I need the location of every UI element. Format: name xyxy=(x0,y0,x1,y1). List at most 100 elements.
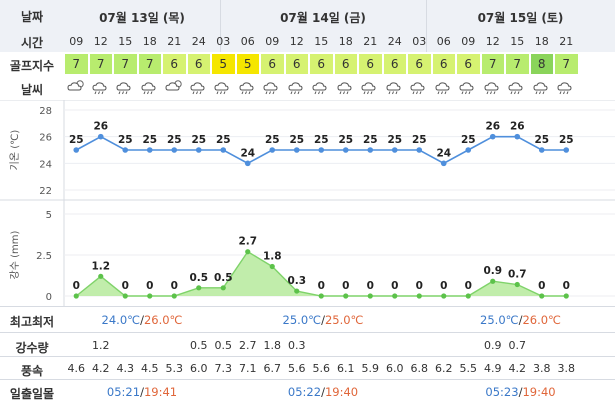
temp-value-label: 25 xyxy=(118,134,133,146)
time-cell: 24 xyxy=(387,35,402,48)
wind-cell: 3.8 xyxy=(557,362,576,375)
temp-point xyxy=(342,147,349,153)
wind-cell: 7.3 xyxy=(214,362,233,375)
temp-point xyxy=(563,147,570,153)
time-cell: 09 xyxy=(461,35,476,48)
rain-cloud-icon xyxy=(358,79,383,98)
temp-value-label: 25 xyxy=(314,134,329,146)
rain-cloud-icon xyxy=(481,79,506,98)
temp-point xyxy=(440,160,447,167)
golf-index-cell: 7 xyxy=(65,54,88,74)
sun-separator: / xyxy=(321,385,325,399)
temp-value-label: 25 xyxy=(534,134,549,146)
min-max-cell: 24.0℃/26.0℃ xyxy=(64,313,220,327)
sunrise-sunset-cell: 05:23/19:40 xyxy=(426,385,615,399)
min-max-separator: / xyxy=(321,313,325,327)
temp-point xyxy=(489,133,496,140)
wind-cell: 6.8 xyxy=(410,362,429,375)
golf-index-cell: 5 xyxy=(212,54,235,74)
date-row xyxy=(0,0,615,30)
precip-amount-cell: 0.7 xyxy=(508,339,527,352)
precip-point xyxy=(367,293,373,299)
precip-point xyxy=(196,285,202,291)
temp-point xyxy=(367,147,374,153)
precip-axis-title: 강수 (mm) xyxy=(9,230,21,279)
time-cell: 24 xyxy=(191,35,206,48)
precip-point xyxy=(122,293,128,299)
time-cell: 09 xyxy=(265,35,280,48)
golf-index-cell: 6 xyxy=(163,54,186,74)
temp-point xyxy=(97,133,104,140)
temp-value-label: 25 xyxy=(69,134,84,146)
max-temp: 26.0℃ xyxy=(522,313,561,327)
wind-cell: 5.6 xyxy=(312,362,331,375)
golf-index-cell: 8 xyxy=(530,54,553,74)
rain-cloud-icon xyxy=(554,79,579,98)
rain-cloud-icon xyxy=(334,79,359,98)
temp-value-label: 24 xyxy=(436,147,451,159)
weather-label: 날씨 xyxy=(20,83,44,97)
temp-point xyxy=(195,147,202,153)
rain-cloud-icon xyxy=(113,79,138,98)
sunrise-sunset-cell: 05:21/19:41 xyxy=(64,385,220,399)
sunset-time: 19:40 xyxy=(324,385,359,399)
precip-amount-label: 강수량 xyxy=(15,341,49,355)
min-max-separator: / xyxy=(518,313,523,327)
golf-index-label: 골프지수 xyxy=(9,59,55,73)
temp-point xyxy=(465,147,472,153)
wind-cell: 3.8 xyxy=(533,362,551,375)
precip-point xyxy=(441,293,447,299)
wind-cell: 6.1 xyxy=(337,362,355,375)
precip-amount-cell: 0.5 xyxy=(214,339,233,352)
precip-point xyxy=(269,263,275,270)
rain-cloud-icon xyxy=(383,79,408,98)
rain-cloud-icon xyxy=(432,79,457,98)
precip-value-label: 0 xyxy=(171,280,178,292)
temp-point xyxy=(122,147,129,153)
wind-cell: 6.2 xyxy=(435,362,453,375)
sunrise-sunset-label: 일출일몰 xyxy=(9,387,55,401)
time-cell: 03 xyxy=(412,35,427,48)
rain-cloud-icon xyxy=(236,79,261,98)
rain-cloud-icon xyxy=(407,79,432,98)
sun-separator: / xyxy=(518,385,523,399)
precip-point xyxy=(392,293,398,299)
sunrise-time: 05:22 xyxy=(287,385,322,399)
temp-value-label: 25 xyxy=(338,134,353,146)
temp-value-label: 26 xyxy=(485,121,500,133)
golf-index-cell: 7 xyxy=(89,54,112,74)
precip-point xyxy=(147,293,153,299)
rain-cloud-icon xyxy=(505,79,530,98)
min-temp: 25.0℃ xyxy=(282,313,322,327)
precip-point xyxy=(490,278,496,284)
precip-value-label: 0 xyxy=(342,280,349,292)
precip-point xyxy=(294,288,300,294)
temp-value-label: 25 xyxy=(461,134,476,146)
rain-cloud-icon xyxy=(211,79,236,98)
golf-index-cell: 6 xyxy=(383,54,406,74)
wind-label: 풍속 xyxy=(20,364,44,378)
wind-cell: 4.2 xyxy=(92,362,110,375)
precip-amount-cell: 1.8 xyxy=(263,339,282,352)
precip-value-label: 0.3 xyxy=(287,275,306,287)
temp-value-label: 26 xyxy=(93,121,108,133)
precip-value-label: 1.8 xyxy=(263,250,282,262)
temp-value-label: 25 xyxy=(142,134,157,146)
rain-cloud-icon xyxy=(260,79,285,98)
precip-point xyxy=(343,293,349,299)
rain-cloud-icon xyxy=(187,79,212,98)
precip-point xyxy=(465,293,471,299)
golf-index-cell: 6 xyxy=(334,54,357,74)
wind-cell: 4.6 xyxy=(67,362,86,375)
precip-value-label: 0 xyxy=(391,280,398,292)
time-cell: 15 xyxy=(314,35,329,48)
wind-cell: 4.3 xyxy=(116,362,135,375)
temp-tick-label: 26 xyxy=(39,133,52,144)
partly-cloudy-icon xyxy=(64,79,89,98)
temp-value-label: 25 xyxy=(289,134,304,146)
golf-index-cell: 7 xyxy=(506,54,529,74)
golf-index-cell: 6 xyxy=(408,54,431,74)
day-2-date: 07월 14일 (금) xyxy=(280,11,366,25)
temp-point xyxy=(146,147,153,153)
